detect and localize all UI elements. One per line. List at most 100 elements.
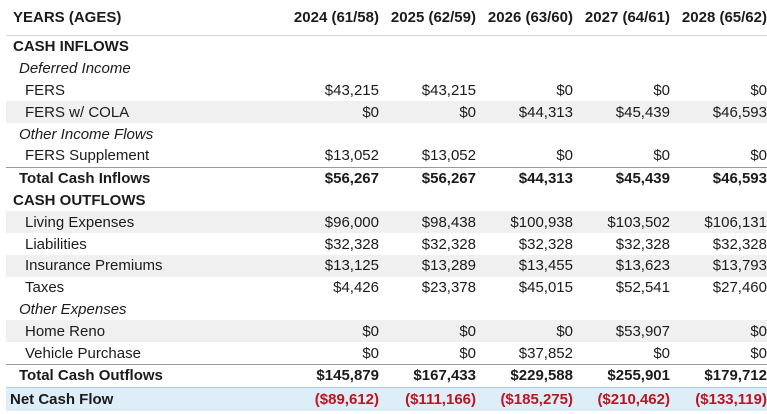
- cell-value: [379, 299, 476, 321]
- cell-value: $96,000: [282, 211, 379, 234]
- table-row: Taxes $4,426 $23,378 $45,015 $52,541 $27,460: [6, 277, 767, 299]
- cell-value: $106,131: [670, 211, 767, 234]
- cell-value: $13,623: [573, 254, 670, 277]
- cell-value: $0: [750, 147, 767, 165]
- row-label: Deferred Income: [19, 60, 131, 78]
- cell-value: $0: [282, 320, 379, 343]
- column-header-year: 2024 (61/58): [282, 0, 379, 36]
- cell-value: $145,879: [282, 363, 379, 388]
- cell-value: $0: [653, 81, 670, 99]
- row-label: Living Expenses: [6, 211, 282, 234]
- column-header-year: 2026 (63/60): [476, 0, 573, 36]
- cell-value: $0: [556, 81, 573, 99]
- cell-value: $0: [476, 320, 573, 343]
- cell-value: $27,460: [712, 279, 767, 297]
- cell-value: [670, 123, 767, 145]
- cell-value: $0: [556, 147, 573, 165]
- cell-value: [670, 299, 767, 321]
- table-row: CASH OUTFLOWS: [6, 190, 767, 212]
- row-label: Liabilities: [25, 235, 87, 253]
- cash-flow-table: YEARS (AGES) 2024 (61/58) 2025 (62/59) 2026…: [6, 0, 767, 411]
- cell-value: $0: [379, 101, 476, 124]
- table-row: Liabilities $32,328 $32,328 $32,328 $32,328 $…: [6, 233, 767, 255]
- cell-value: $13,793: [670, 254, 767, 277]
- cell-value: $98,438: [379, 211, 476, 234]
- cell-value: [670, 190, 767, 212]
- cell-value: $13,052: [421, 147, 476, 165]
- row-label: Other Income Flows: [19, 125, 154, 143]
- cell-value: [573, 36, 670, 58]
- row-label: Other Expenses: [19, 300, 127, 318]
- cell-value: ($185,275): [476, 386, 573, 411]
- row-label: Insurance Premiums: [6, 254, 282, 277]
- table-row: Home Reno $0 $0 $0 $53,907 $0: [6, 320, 767, 343]
- table-row: FERS Supplement $13,052 $13,052 $0 $0 $0: [6, 145, 767, 167]
- table-row: FERS $43,215 $43,215 $0 $0 $0: [6, 80, 767, 102]
- cell-value: $45,015: [518, 279, 573, 297]
- column-header-year: 2027 (64/61): [573, 0, 670, 36]
- row-label: Vehicle Purchase: [25, 344, 141, 362]
- table-row: CASH INFLOWS: [6, 36, 767, 58]
- cell-value: $0: [653, 344, 670, 362]
- cell-value: [282, 299, 379, 321]
- cell-value: $45,439: [573, 166, 670, 190]
- table-row: FERS w/ COLA $0 $0 $44,313 $45,439 $46,593: [6, 101, 767, 124]
- cell-value: [476, 123, 573, 145]
- table-row: Other Income Flows: [6, 123, 767, 145]
- cell-value: $0: [750, 344, 767, 362]
- cell-value: $229,588: [476, 363, 573, 388]
- cell-value: $32,328: [615, 235, 670, 253]
- cell-value: $0: [362, 344, 379, 362]
- cell-value: $0: [653, 147, 670, 165]
- column-header-year: 2028 (65/62): [670, 0, 767, 36]
- row-label: FERS Supplement: [25, 147, 150, 165]
- cell-value: $37,852: [518, 344, 573, 362]
- cell-value: $56,267: [379, 166, 476, 190]
- cell-value: [282, 58, 379, 80]
- cell-value: [476, 299, 573, 321]
- row-label: CASH INFLOWS: [13, 38, 129, 56]
- table-row: Total Cash Inflows $56,267 $56,267 $44,313 $…: [6, 166, 767, 190]
- cell-value: [379, 58, 476, 80]
- cell-value: $53,907: [573, 320, 670, 343]
- cell-value: [379, 36, 476, 58]
- row-label: FERS: [25, 81, 66, 99]
- cell-value: [282, 36, 379, 58]
- cell-value: $255,901: [573, 363, 670, 388]
- cell-value: $4,426: [333, 279, 379, 297]
- row-label: CASH OUTFLOWS: [13, 191, 146, 209]
- table-row: Vehicle Purchase $0 $0 $37,852 $0 $0: [6, 342, 767, 364]
- cell-value: ($89,612): [282, 386, 379, 411]
- cell-value: $103,502: [573, 211, 670, 234]
- cell-value: $0: [670, 320, 767, 343]
- cell-value: $44,313: [476, 101, 573, 124]
- cell-value: $32,328: [518, 235, 573, 253]
- row-label: FERS w/ COLA: [6, 101, 282, 124]
- table-row: Deferred Income: [6, 58, 767, 80]
- cell-value: [379, 190, 476, 212]
- cell-value: [476, 190, 573, 212]
- cell-value: ($133,119): [670, 386, 767, 411]
- table-row: Total Cash Outflows $145,879 $167,433 $229,…: [6, 363, 767, 388]
- row-label: Total Cash Outflows: [6, 363, 282, 388]
- cell-value: $0: [282, 101, 379, 124]
- cell-value: $100,938: [476, 211, 573, 234]
- cell-value: $52,541: [615, 279, 670, 297]
- cell-value: [670, 58, 767, 80]
- cell-value: $167,433: [379, 363, 476, 388]
- column-header-year: 2025 (62/59): [379, 0, 476, 36]
- row-label: Net Cash Flow: [6, 386, 282, 411]
- table-row: Insurance Premiums $13,125 $13,289 $13,455 $…: [6, 254, 767, 277]
- row-label: Taxes: [25, 279, 65, 297]
- cell-value: $43,215: [421, 81, 476, 99]
- cell-value: $0: [379, 320, 476, 343]
- cell-value: [573, 190, 670, 212]
- cell-value: [476, 58, 573, 80]
- cell-value: $0: [750, 81, 767, 99]
- cell-value: $44,313: [476, 166, 573, 190]
- cell-value: $13,289: [379, 254, 476, 277]
- table-row: Living Expenses $96,000 $98,438 $100,938 $10…: [6, 211, 767, 234]
- table-row: Other Expenses: [6, 299, 767, 321]
- cell-value: $56,267: [282, 166, 379, 190]
